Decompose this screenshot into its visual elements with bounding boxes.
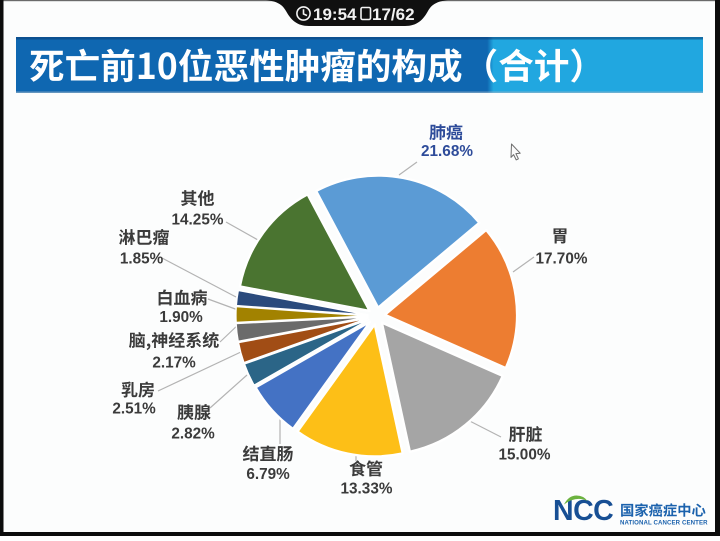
svg-text:1.85%: 1.85%	[120, 251, 164, 268]
svg-text:1.90%: 1.90%	[159, 309, 203, 326]
svg-text:13.33%: 13.33%	[341, 481, 393, 498]
svg-text:NCC: NCC	[553, 495, 613, 527]
svg-text:17.70%: 17.70%	[536, 251, 588, 268]
svg-text:17/62: 17/62	[372, 5, 415, 24]
svg-text:2.17%: 2.17%	[152, 355, 196, 372]
svg-text:NATIONAL CANCER CENTER: NATIONAL CANCER CENTER	[620, 520, 708, 527]
svg-text:2.51%: 2.51%	[112, 401, 156, 418]
svg-text:19:54: 19:54	[313, 5, 357, 24]
svg-text:15.00%: 15.00%	[499, 447, 551, 464]
svg-text:2.82%: 2.82%	[171, 426, 215, 443]
svg-text:6.79%: 6.79%	[246, 466, 290, 483]
svg-text:21.68%: 21.68%	[421, 143, 473, 160]
svg-text:14.25%: 14.25%	[172, 212, 224, 229]
